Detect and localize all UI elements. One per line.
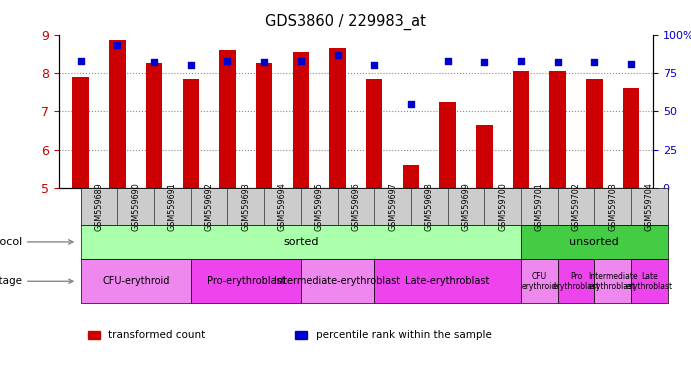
Bar: [631, 259, 668, 303]
Point: [185, 62, 196, 68]
Text: GSM559693: GSM559693: [241, 182, 250, 231]
Text: GSM559692: GSM559692: [205, 182, 214, 231]
Bar: [301, 259, 375, 303]
Bar: [586, 79, 603, 188]
Text: Pro-erythroblast: Pro-erythroblast: [207, 276, 285, 286]
Point: [295, 58, 306, 64]
Point: [222, 58, 233, 64]
Bar: [594, 259, 631, 303]
Bar: [182, 79, 199, 188]
Bar: [81, 259, 191, 303]
Bar: [219, 50, 236, 188]
Bar: [521, 225, 668, 259]
Point: [625, 61, 636, 67]
Point: [258, 59, 269, 65]
Bar: [558, 259, 594, 303]
Bar: [513, 71, 529, 188]
Point: [406, 101, 417, 107]
Text: GSM559701: GSM559701: [535, 182, 544, 231]
Text: Pro
erythroblast: Pro erythroblast: [552, 271, 600, 291]
Text: GSM559700: GSM559700: [498, 182, 507, 231]
Text: GDS3860 / 229983_at: GDS3860 / 229983_at: [265, 13, 426, 30]
Bar: [521, 259, 558, 303]
Bar: [81, 225, 521, 259]
Bar: [476, 125, 493, 188]
Text: Intermediate-erythroblast: Intermediate-erythroblast: [274, 276, 401, 286]
Text: GSM559691: GSM559691: [168, 182, 177, 231]
Point: [112, 42, 123, 48]
Point: [442, 58, 453, 64]
Point: [332, 51, 343, 58]
Text: GSM559702: GSM559702: [571, 182, 580, 231]
Point: [149, 59, 160, 65]
Text: GSM559694: GSM559694: [278, 182, 287, 231]
Text: GSM559697: GSM559697: [388, 182, 397, 231]
Bar: [330, 48, 346, 188]
Bar: [295, 331, 307, 339]
Bar: [375, 259, 521, 303]
Text: Late
erythroblast: Late erythroblast: [626, 271, 673, 291]
Text: GSM559690: GSM559690: [131, 182, 140, 231]
Text: GSM559704: GSM559704: [645, 182, 654, 231]
Point: [369, 62, 380, 68]
Text: GSM559698: GSM559698: [425, 182, 434, 231]
Text: GSM559689: GSM559689: [95, 182, 104, 231]
Text: transformed count: transformed count: [108, 330, 206, 340]
Bar: [439, 102, 456, 188]
Text: Late-erythroblast: Late-erythroblast: [406, 276, 490, 286]
Point: [75, 58, 86, 64]
Text: protocol: protocol: [0, 237, 73, 247]
Point: [515, 58, 527, 64]
Bar: [549, 71, 566, 188]
Bar: [256, 63, 272, 188]
Text: GSM559699: GSM559699: [462, 182, 471, 231]
Bar: [73, 77, 89, 188]
Bar: [146, 63, 162, 188]
Bar: [623, 88, 639, 188]
Bar: [403, 165, 419, 188]
Text: GSM559696: GSM559696: [351, 182, 361, 231]
Text: sorted: sorted: [283, 237, 319, 247]
Text: CFU
erythroid: CFU erythroid: [522, 271, 557, 291]
Point: [552, 59, 563, 65]
Text: CFU-erythroid: CFU-erythroid: [102, 276, 169, 286]
Bar: [292, 52, 309, 188]
Text: Intermediate
erythroblast: Intermediate erythroblast: [588, 271, 638, 291]
Point: [479, 59, 490, 65]
Bar: [109, 40, 126, 188]
Text: GSM559703: GSM559703: [608, 182, 617, 231]
Bar: [88, 331, 100, 339]
Text: GSM559695: GSM559695: [314, 182, 323, 231]
Text: unsorted: unsorted: [569, 237, 619, 247]
Bar: [191, 259, 301, 303]
Bar: [366, 79, 382, 188]
Text: percentile rank within the sample: percentile rank within the sample: [316, 330, 491, 340]
Bar: [81, 188, 668, 225]
Text: development stage: development stage: [0, 276, 73, 286]
Point: [589, 59, 600, 65]
